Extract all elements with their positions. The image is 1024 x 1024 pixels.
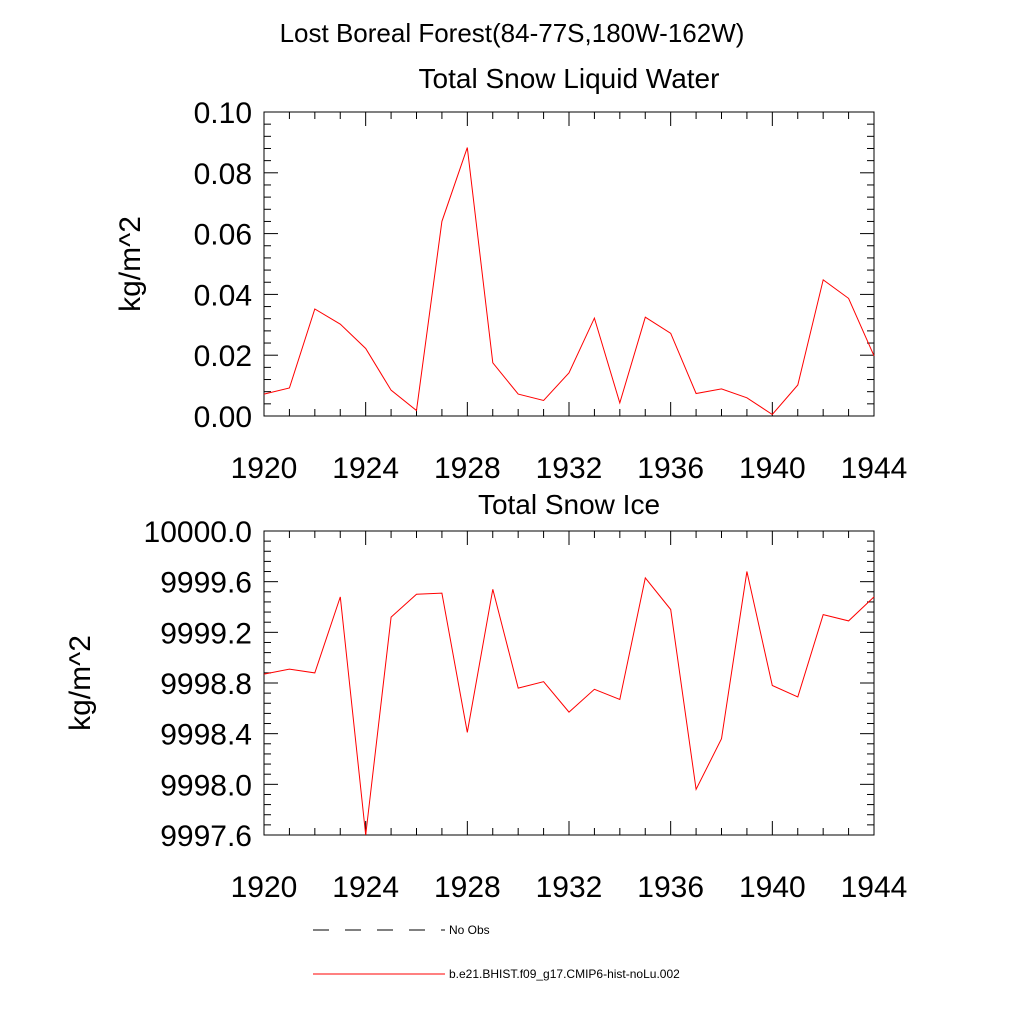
y-axis-label-snow-ice: kg/m^2	[64, 635, 97, 731]
legend: No Obs b.e21.BHIST.f09_g17.CMIP6-hist-no…	[313, 923, 680, 981]
y-tick-label: 9999.6	[160, 567, 252, 600]
series-line-snow-ice	[263, 571, 875, 836]
x-tick-label: 1920	[231, 452, 298, 485]
y-tick-label: 9999.2	[160, 617, 252, 650]
y-tick-label: 0.08	[194, 158, 252, 191]
x-tick-label: 1940	[739, 452, 806, 485]
x-tick-label: 1928	[434, 452, 501, 485]
x-tick-label: 1928	[434, 871, 501, 904]
y-tick-label: 0.00	[194, 401, 252, 434]
y-tick-label: 10000.0	[144, 516, 252, 549]
figure-title: Lost Boreal Forest(84-77S,180W-162W)	[280, 18, 745, 48]
y-tick-label: 9998.0	[160, 769, 252, 802]
x-tick-label: 1940	[739, 871, 806, 904]
y-tick-label: 9998.4	[160, 719, 252, 752]
legend-label-no-obs: No Obs	[449, 923, 490, 937]
chart-title-snow-liquid-water: Total Snow Liquid Water	[419, 63, 720, 94]
plot-frame-snow-liquid-water	[263, 111, 875, 417]
x-tick-label: 1944	[841, 871, 908, 904]
series-line-snow-liquid-water	[263, 147, 875, 416]
x-tick-label: 1924	[332, 871, 399, 904]
legend-label-model: b.e21.BHIST.f09_g17.CMIP6-hist-noLu.002	[449, 967, 680, 981]
x-tick-label: 1924	[332, 452, 399, 485]
x-tick-label: 1932	[536, 871, 603, 904]
x-tick-label: 1920	[231, 871, 298, 904]
y-axis-label-snow-liquid-water: kg/m^2	[114, 216, 147, 312]
x-tick-label: 1932	[536, 452, 603, 485]
chart-title-snow-ice: Total Snow Ice	[478, 489, 660, 520]
y-tick-label: 9997.6	[160, 820, 252, 853]
plot-frame-snow-ice	[263, 530, 875, 836]
y-tick-label: 0.02	[194, 340, 252, 373]
y-tick-label: 0.04	[194, 279, 252, 312]
panel-snow-liquid-water: Total Snow Liquid Water kg/m^2 1920 1924 192…	[114, 63, 907, 485]
x-tick-label: 1936	[637, 452, 704, 485]
y-tick-label: 0.10	[194, 97, 252, 130]
panel-snow-ice: Total Snow Ice kg/m^2 1920 1924 1928 1932 1936…	[64, 489, 907, 904]
x-tick-label: 1944	[841, 452, 908, 485]
y-tick-label: 0.06	[194, 219, 252, 252]
y-tick-label: 9998.8	[160, 668, 252, 701]
x-tick-label: 1936	[637, 871, 704, 904]
